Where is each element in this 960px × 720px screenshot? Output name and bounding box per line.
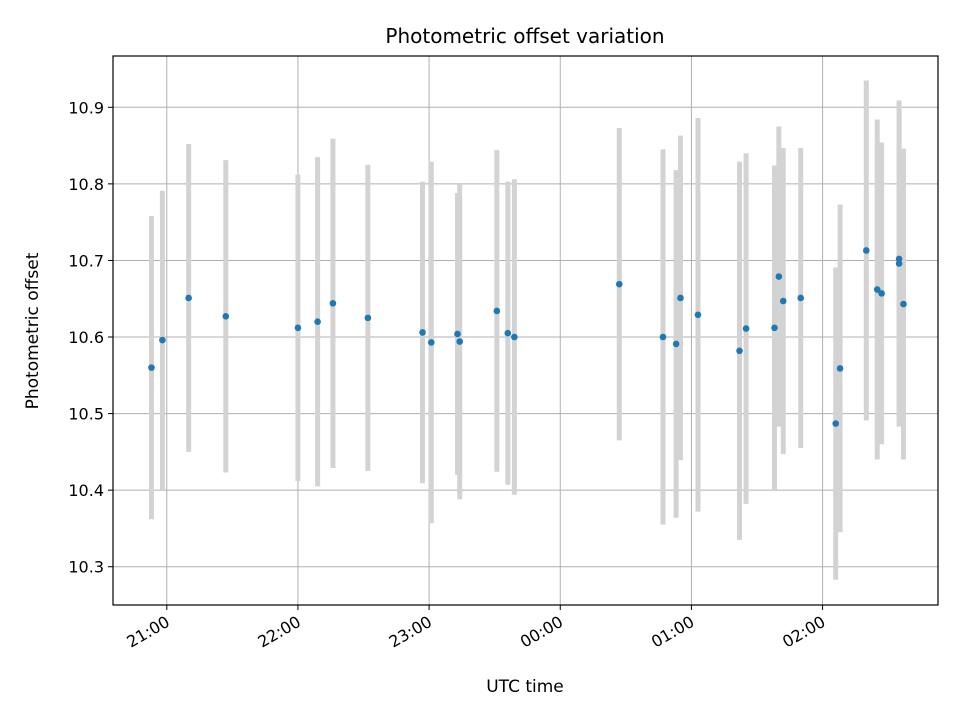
data-point	[677, 294, 684, 302]
data-point	[659, 333, 667, 341]
data-point	[775, 273, 783, 280]
y-tick-label: 10.5	[68, 405, 104, 424]
data-point	[895, 260, 903, 267]
data-point	[832, 420, 839, 427]
data-point	[771, 324, 778, 332]
data-point	[314, 318, 321, 325]
data-point	[427, 339, 435, 346]
data-point	[895, 255, 903, 263]
y-tick-label: 10.9	[68, 98, 104, 117]
y-axis-ticks: 10.3 10.4 10.5 10.6 10.7 10.8 10.9	[68, 98, 113, 577]
y-tick-label: 10.3	[68, 558, 104, 577]
data-point	[185, 294, 192, 302]
data-point	[329, 300, 337, 307]
data-point	[294, 324, 302, 332]
x-tick-label: 00:00	[517, 612, 566, 652]
data-point	[222, 313, 230, 320]
x-tick-label: 21:00	[123, 612, 172, 652]
y-tick-label: 10.6	[68, 328, 104, 347]
chart-title: Photometric offset variation	[385, 24, 664, 48]
data-point	[836, 365, 844, 372]
data-point	[364, 314, 372, 322]
data-point	[694, 311, 702, 319]
x-tick-label: 23:00	[386, 612, 435, 652]
data-point	[878, 290, 885, 297]
grid-lines	[113, 56, 938, 605]
data-point	[419, 329, 426, 336]
data-point	[456, 338, 464, 345]
data-point	[900, 300, 907, 308]
x-tick-label: 01:00	[648, 612, 697, 652]
data-point	[862, 247, 870, 254]
y-tick-label: 10.8	[68, 175, 104, 194]
data-points	[148, 247, 907, 427]
x-tick-label: 22:00	[255, 612, 304, 652]
data-point	[159, 336, 166, 344]
data-point	[779, 297, 787, 305]
data-point	[511, 333, 518, 341]
data-point	[672, 340, 680, 348]
data-point	[493, 307, 501, 315]
data-point	[615, 280, 623, 288]
plot-area-frame	[112, 55, 939, 606]
data-point	[742, 325, 750, 332]
y-axis-label: Photometric offset	[23, 252, 43, 409]
y-tick-label: 10.7	[68, 251, 104, 270]
data-point	[736, 347, 743, 355]
data-point	[873, 286, 881, 293]
x-tick-label: 02:00	[779, 612, 828, 652]
x-axis-ticks: 21:00 22:00 23:00 00:00 01:00 02:00	[123, 605, 829, 652]
data-point	[504, 329, 512, 337]
data-point	[148, 364, 155, 371]
error-bars	[148, 80, 906, 580]
data-point	[797, 294, 805, 302]
y-tick-label: 10.4	[68, 481, 104, 500]
data-point	[454, 330, 461, 338]
x-axis-label: UTC time	[486, 677, 564, 697]
